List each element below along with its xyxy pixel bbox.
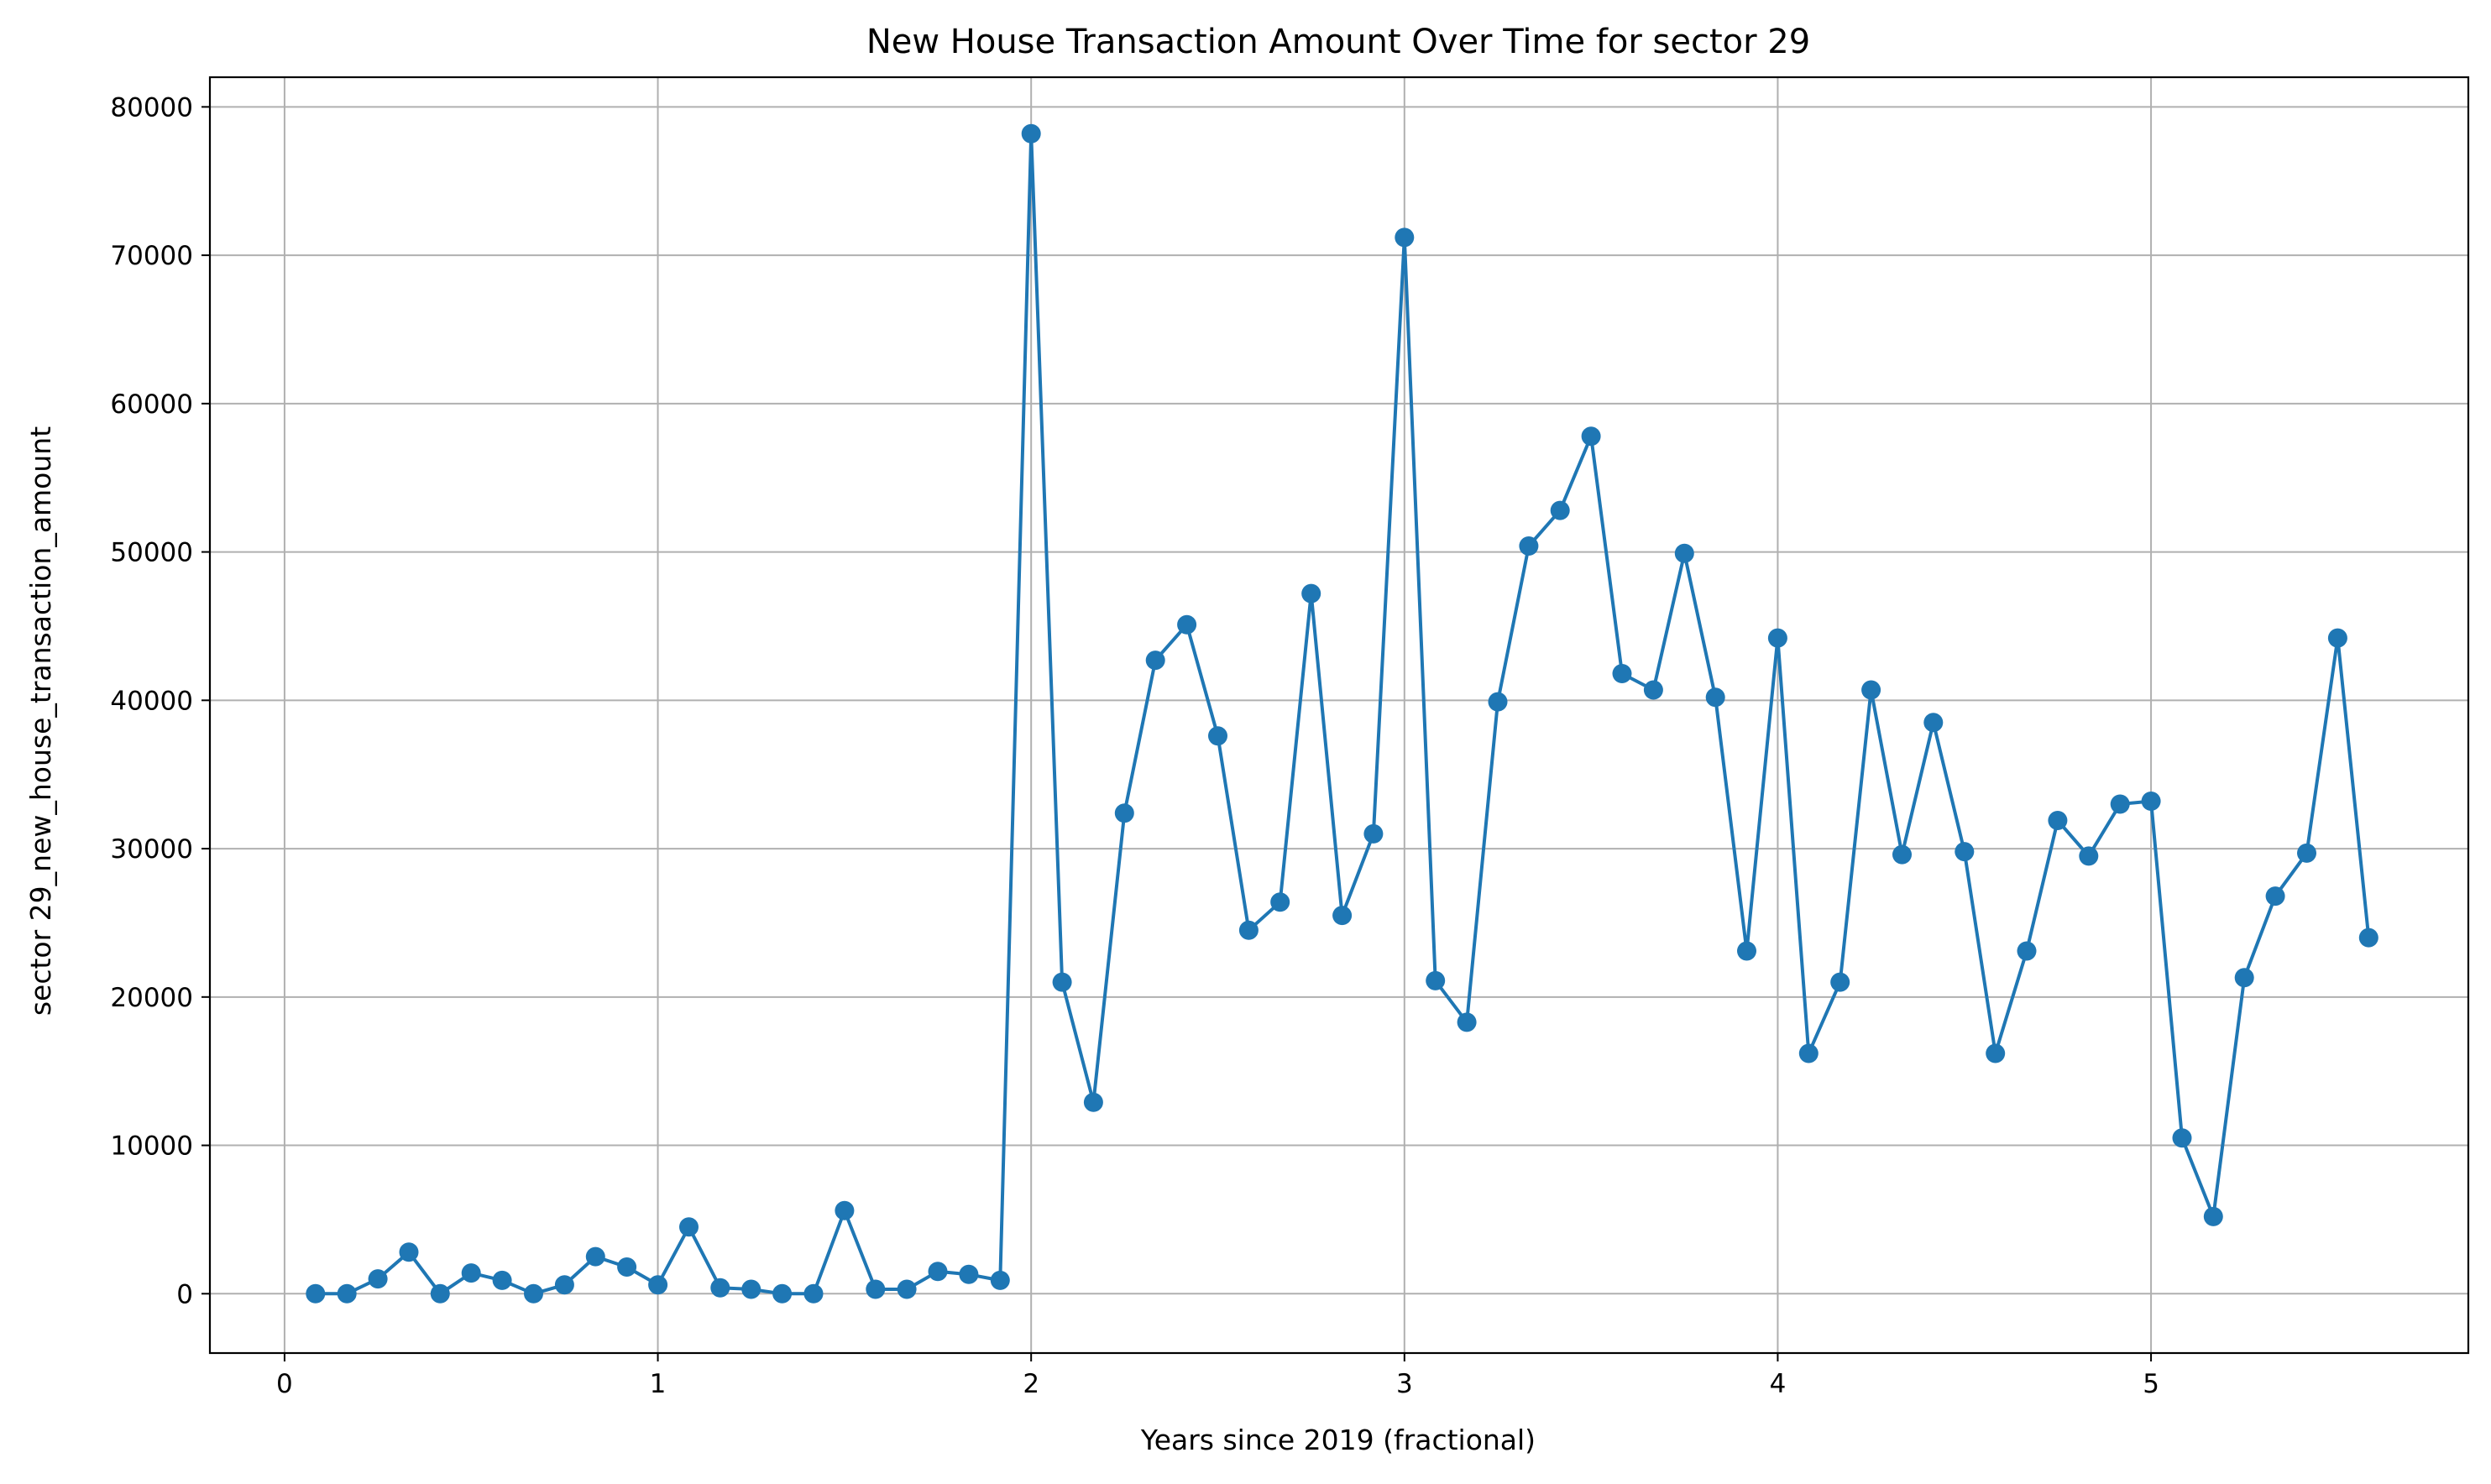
data-point (1955, 842, 1975, 862)
data-point (1643, 680, 1663, 700)
data-point (337, 1283, 357, 1304)
data-point (430, 1283, 450, 1304)
data-point (990, 1270, 1010, 1290)
data-point (866, 1279, 886, 1299)
data-point (1892, 844, 1912, 865)
data-point (399, 1242, 419, 1262)
data-point (1114, 803, 1134, 823)
data-point (1332, 906, 1353, 926)
data-point (2203, 1206, 2223, 1226)
x-tick-label: 5 (2143, 1369, 2159, 1399)
data-point (710, 1278, 730, 1298)
series-layer (306, 123, 2378, 1304)
data-point (1457, 1012, 1477, 1032)
data-point (741, 1279, 761, 1299)
data-point (1270, 892, 1290, 912)
data-point (2172, 1128, 2192, 1148)
gridlines (210, 77, 2468, 1353)
data-point (2234, 968, 2254, 988)
y-tick-label: 80000 (110, 92, 193, 123)
data-point (1861, 680, 1881, 700)
data-point (1395, 227, 1415, 248)
x-axis-title: Years since 2019 (fractional) (1140, 1424, 1536, 1456)
data-point (1208, 726, 1227, 746)
x-tick-label: 4 (1770, 1369, 1787, 1399)
data-point (959, 1264, 979, 1284)
data-point (1083, 1092, 1103, 1112)
data-point (492, 1270, 512, 1290)
data-point (1488, 692, 1508, 712)
data-point (1238, 920, 1259, 940)
data-point (1767, 628, 1787, 648)
data-point (617, 1257, 637, 1277)
data-point (1519, 536, 1539, 556)
data-point (1612, 664, 1632, 683)
data-point (1986, 1043, 2006, 1063)
y-tick-label: 0 (176, 1279, 193, 1309)
y-tick-label: 10000 (110, 1131, 193, 1162)
data-point (835, 1200, 855, 1220)
data-point (679, 1217, 699, 1237)
data-point (585, 1246, 605, 1267)
data-point (2265, 886, 2285, 907)
x-tick-label: 0 (276, 1369, 293, 1399)
x-tick-label: 1 (650, 1369, 667, 1399)
series-line (315, 132, 2371, 1296)
data-point (1363, 823, 1384, 844)
data-point (1798, 1043, 1819, 1063)
data-point (524, 1283, 543, 1304)
data-point (2079, 846, 2099, 866)
axis-ticks: 0 1 2 3 4 5 0 10000 20000 30000 40000 50000 60000 700… (110, 92, 2159, 1399)
chart-title: New House Transaction Amount Over Time f… (866, 23, 1810, 61)
data-point (1923, 713, 1944, 733)
y-tick-label: 60000 (110, 389, 193, 420)
y-tick-label: 30000 (110, 834, 193, 865)
data-point (368, 1269, 388, 1289)
data-point (554, 1275, 574, 1295)
x-tick-label: 2 (1023, 1369, 1039, 1399)
data-point (1830, 972, 1850, 992)
data-point (2358, 928, 2378, 948)
y-tick-label: 50000 (110, 538, 193, 568)
data-point (1674, 543, 1694, 563)
data-point (2017, 941, 2037, 961)
data-point (897, 1279, 917, 1299)
data-point (2297, 843, 2316, 863)
data-point (1737, 941, 1756, 961)
data-point (1301, 583, 1321, 604)
data-point (1145, 651, 1165, 671)
data-point (803, 1283, 824, 1304)
data-point (2141, 792, 2161, 811)
data-point (772, 1283, 793, 1304)
data-point (1705, 687, 1725, 708)
plot-area-frame (208, 76, 2470, 1355)
x-tick-label: 3 (1396, 1369, 1413, 1399)
y-tick-label: 40000 (110, 686, 193, 716)
data-point (2327, 628, 2347, 648)
y-axis-title: sector 29_new_house_transaction_amount (24, 426, 57, 1016)
data-point (1052, 972, 1072, 992)
data-point (2110, 794, 2130, 814)
data-point (306, 1283, 326, 1304)
data-point (1021, 123, 1041, 144)
data-point (1177, 614, 1197, 635)
data-point (461, 1263, 481, 1283)
data-point (1550, 500, 1570, 520)
data-point (2048, 811, 2068, 830)
y-tick-label: 20000 (110, 983, 193, 1013)
data-point (1426, 970, 1446, 990)
data-point (928, 1262, 948, 1282)
y-tick-label: 70000 (110, 241, 193, 271)
data-point (1581, 426, 1601, 447)
data-point (648, 1275, 668, 1295)
